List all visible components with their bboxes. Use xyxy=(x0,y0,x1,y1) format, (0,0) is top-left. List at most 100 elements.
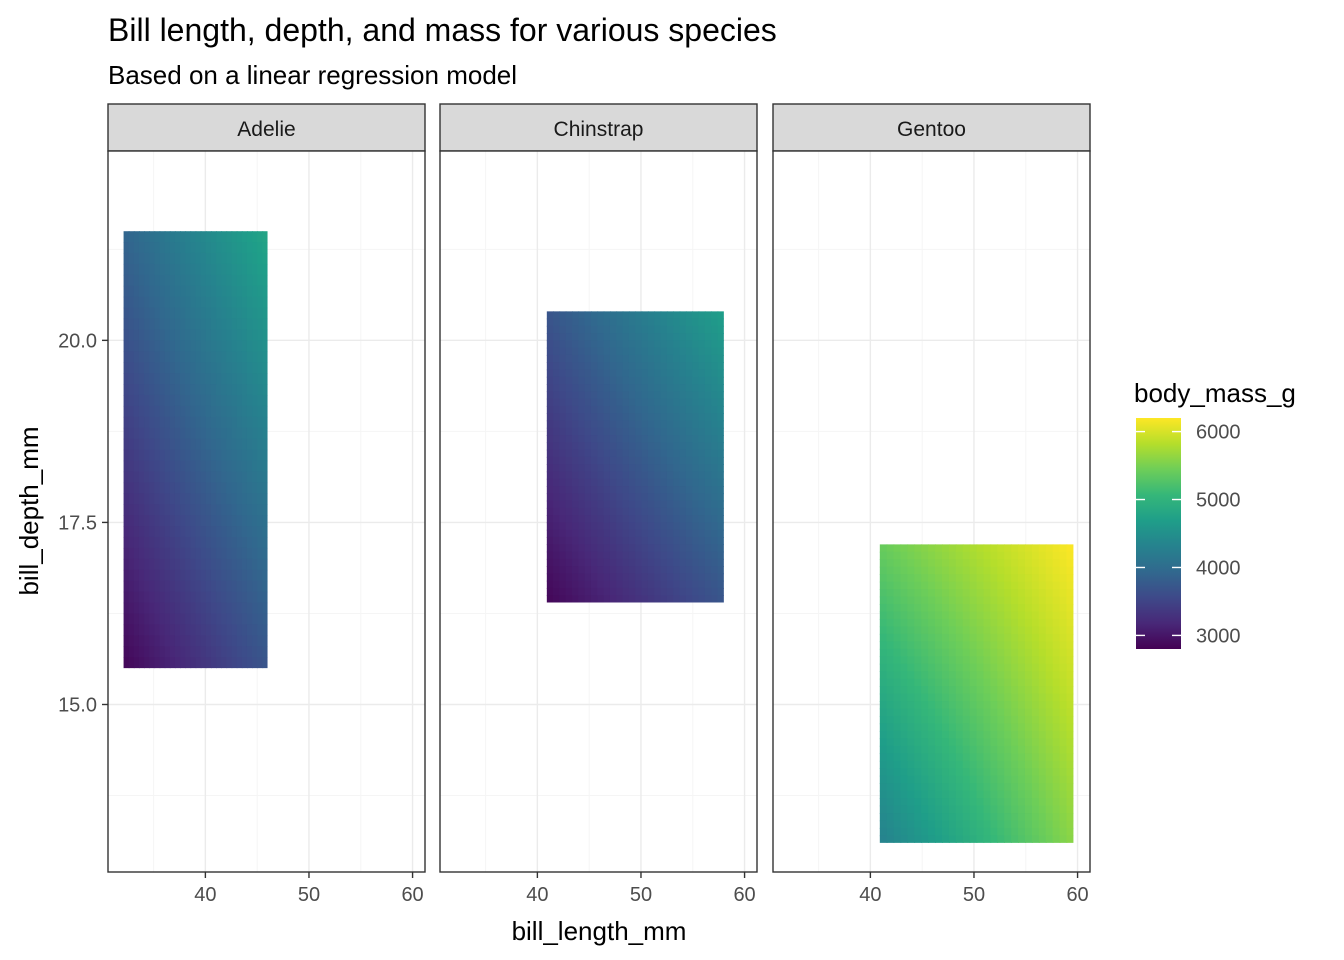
heatmap-tile xyxy=(1052,611,1061,620)
heatmap-tile xyxy=(692,376,700,385)
heatmap-tile xyxy=(1004,656,1012,665)
heatmap-tile xyxy=(1038,641,1047,650)
heatmap-tile xyxy=(1045,775,1054,784)
heatmap-tile xyxy=(1004,544,1012,553)
heatmap-tile xyxy=(879,603,888,613)
heatmap-tile xyxy=(616,486,624,495)
heatmap-tile xyxy=(559,384,567,393)
heatmap-tile xyxy=(159,416,166,429)
heatmap-tile xyxy=(246,394,253,407)
heatmap-tile xyxy=(935,775,943,784)
heatmap-tile xyxy=(1059,589,1068,598)
heatmap-tile xyxy=(685,369,694,378)
heatmap-tile xyxy=(231,394,238,407)
heatmap-tile xyxy=(572,311,580,320)
heatmap-tile xyxy=(257,536,264,549)
heatmap-tile xyxy=(559,587,567,597)
heatmap-tile xyxy=(941,723,950,732)
heatmap-tile xyxy=(698,318,706,327)
heatmap-tile xyxy=(685,318,694,327)
heatmap-tile xyxy=(641,311,649,320)
heatmap-tile xyxy=(1011,611,1019,620)
heatmap-tile xyxy=(685,507,694,516)
heatmap-tile xyxy=(236,547,243,560)
heatmap-tile xyxy=(692,449,700,458)
heatmap-tile xyxy=(1052,678,1061,687)
heatmap-tile xyxy=(928,678,936,687)
heatmap-tile xyxy=(609,449,618,458)
heatmap-tile xyxy=(997,648,1006,658)
heatmap-tile xyxy=(174,427,181,440)
heatmap-tile xyxy=(647,471,656,480)
x-tick-label: 50 xyxy=(630,884,652,906)
heatmap-tile xyxy=(180,569,187,582)
heatmap-tile xyxy=(1052,603,1061,613)
heatmap-tile xyxy=(241,493,248,506)
heatmap-tile xyxy=(997,678,1006,687)
heatmap-tile xyxy=(1011,671,1019,680)
heatmap-tile xyxy=(578,384,586,393)
heatmap-tile xyxy=(226,231,233,243)
heatmap-tile xyxy=(1024,783,1033,792)
heatmap-tile xyxy=(1038,783,1047,792)
heatmap-tile xyxy=(553,566,561,575)
heatmap-tile xyxy=(673,551,681,560)
heatmap-tile xyxy=(241,307,248,320)
heatmap-tile xyxy=(236,242,243,254)
heatmap-tile xyxy=(128,515,135,527)
heatmap-tile xyxy=(154,558,161,571)
heatmap-tile xyxy=(641,544,649,553)
heatmap-tile xyxy=(647,529,656,538)
heatmap-tile xyxy=(1024,663,1033,672)
heatmap-tile xyxy=(914,611,923,620)
heatmap-tile xyxy=(159,362,166,374)
heatmap-tile xyxy=(149,558,156,571)
heatmap-tile xyxy=(195,569,202,582)
heatmap-tile xyxy=(622,493,630,502)
heatmap-tile xyxy=(144,646,151,658)
heatmap-tile xyxy=(128,547,135,560)
heatmap-tile xyxy=(210,646,217,658)
heatmap-tile xyxy=(647,413,656,422)
heatmap-tile xyxy=(174,624,181,637)
heatmap-tile xyxy=(616,449,624,458)
heatmap-tile xyxy=(1031,581,1040,590)
heatmap-tile xyxy=(159,263,166,276)
heatmap-tile xyxy=(969,544,978,553)
heatmap-tile xyxy=(195,504,202,516)
heatmap-tile xyxy=(907,618,916,628)
heatmap-tile xyxy=(654,420,662,429)
heatmap-tile xyxy=(180,231,187,243)
heatmap-tile xyxy=(1011,596,1019,605)
heatmap-tile xyxy=(698,354,706,363)
heatmap-tile xyxy=(928,768,936,777)
heatmap-tile xyxy=(641,391,649,400)
heatmap-tile xyxy=(698,405,706,414)
heatmap-tile xyxy=(200,373,207,385)
heatmap-tile xyxy=(144,602,151,615)
heatmap-tile xyxy=(997,813,1006,822)
heatmap-tile xyxy=(241,657,248,669)
heatmap-tile xyxy=(660,478,668,487)
heatmap-tile xyxy=(641,573,649,582)
heatmap-tile xyxy=(900,827,909,837)
heatmap-tile xyxy=(200,547,207,560)
heatmap-tile xyxy=(990,798,999,807)
heatmap-tile xyxy=(1011,715,1019,725)
heatmap-tile xyxy=(578,580,586,589)
heatmap-tile xyxy=(1066,551,1074,560)
heatmap-tile xyxy=(673,333,681,342)
heatmap-tile xyxy=(1066,790,1074,799)
heatmap-tile xyxy=(123,482,130,495)
heatmap-tile xyxy=(144,274,151,287)
heatmap-tile xyxy=(616,347,624,356)
heatmap-tile xyxy=(1018,798,1026,807)
heatmap-tile xyxy=(1052,589,1061,598)
heatmap-tile xyxy=(935,656,943,665)
heatmap-tile xyxy=(190,449,197,462)
heatmap-tile xyxy=(1004,611,1012,620)
heatmap-tile xyxy=(983,626,992,635)
heatmap-tile xyxy=(159,493,166,506)
heatmap-tile xyxy=(200,384,207,396)
heatmap-tile xyxy=(216,624,223,637)
